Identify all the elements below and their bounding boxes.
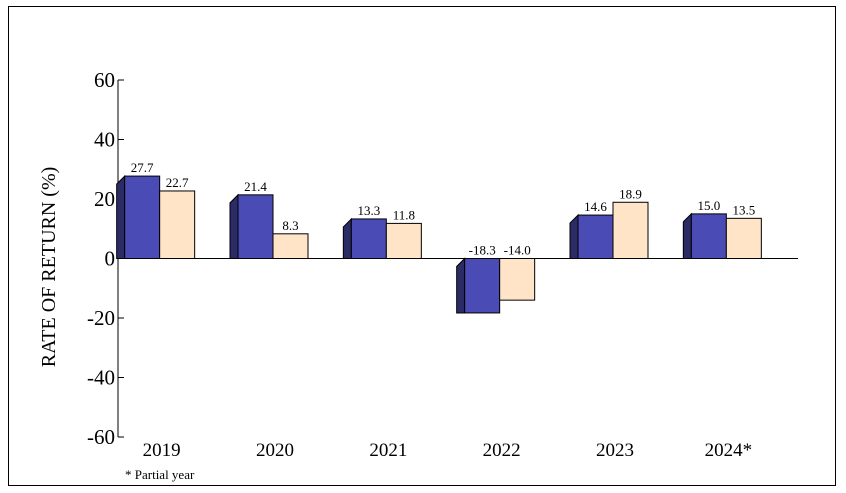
bar-series-1: [690, 213, 727, 259]
data-label: 22.7: [166, 175, 189, 190]
x-category-label: 2023: [596, 440, 634, 461]
x-category-label: 2021: [369, 440, 407, 461]
bar-series-2: [272, 233, 309, 259]
data-label: 13.3: [357, 203, 380, 218]
data-label: 15.0: [697, 198, 720, 213]
bar-side-face: [456, 257, 466, 314]
data-label: 13.5: [732, 202, 755, 217]
bar-series-1: [464, 258, 501, 314]
x-category-label: 2019: [143, 440, 181, 461]
data-label: 21.4: [244, 179, 267, 194]
bar-series-1: [237, 194, 274, 260]
y-tick-label: 0: [105, 247, 116, 271]
data-label: 8.3: [282, 218, 298, 233]
x-category-label: 2024*: [705, 440, 753, 461]
data-label: 18.9: [619, 186, 642, 201]
bar-series-2: [499, 258, 536, 301]
x-category-label: 2020: [256, 440, 294, 461]
x-category-label: 2022: [483, 440, 521, 461]
data-label: 27.7: [131, 160, 154, 175]
y-axis-label: RATE OF RETURN (%): [38, 167, 60, 368]
bar-series-2: [725, 217, 762, 259]
bar-series-1: [350, 218, 387, 259]
bar-series-1: [577, 214, 614, 260]
y-tick-label: -20: [87, 306, 115, 330]
bar-side-face: [116, 174, 126, 259]
data-label: -18.3: [469, 243, 496, 258]
bar-series-2: [159, 190, 196, 259]
bar-side-face: [229, 193, 239, 259]
bar-side-face: [682, 212, 692, 259]
bar-series-1: [124, 175, 161, 259]
y-tick-label: 40: [94, 128, 115, 152]
bars: [116, 174, 762, 314]
bar-side-face: [569, 213, 579, 259]
y-tick-label: 20: [94, 187, 115, 211]
bar-series-2: [385, 222, 422, 260]
bar-series-2: [612, 201, 649, 260]
y-tick-label: -60: [87, 425, 115, 449]
data-label: 11.8: [393, 207, 415, 222]
data-label: 14.6: [584, 199, 607, 214]
bar-side-face: [342, 217, 352, 259]
y-tick-label: 60: [94, 68, 115, 92]
y-tick-label: -40: [87, 366, 115, 390]
labels: 27.7 22.7 2019 21.4 8.3 2020 13.3 11.8 2021 -18.3…: [131, 160, 755, 461]
data-label: -14.0: [504, 243, 531, 258]
footnote: * Partial year: [125, 467, 195, 482]
